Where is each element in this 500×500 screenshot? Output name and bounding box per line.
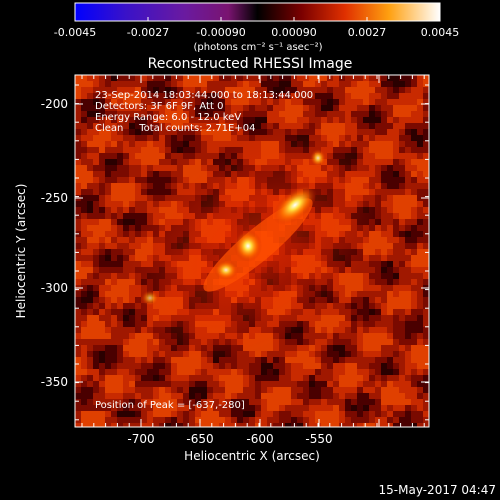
peak-source xyxy=(234,230,262,262)
colorbar-tick-label: 0.0045 xyxy=(421,26,460,39)
colorbar-tick-label: 0.00090 xyxy=(271,26,317,39)
colorbar-tick-label: 0.0027 xyxy=(348,26,387,39)
x-tick-label: -650 xyxy=(186,432,213,446)
colorbar-ticks xyxy=(74,17,441,21)
y-tick-label: -200 xyxy=(41,97,68,111)
x-tick-label: -600 xyxy=(246,432,273,446)
info-time-range: 23-Sep-2014 18:03:44.000 to 18:13:44.000 xyxy=(95,90,313,101)
colorbar-tick-label: -0.0027 xyxy=(127,26,169,39)
colorbar-unit-label: (photons cm⁻² s⁻¹ asec⁻²) xyxy=(193,42,322,53)
y-tick-label: -300 xyxy=(41,281,68,295)
y-axis-label: Heliocentric Y (arcsec) xyxy=(14,184,28,319)
plot-frame xyxy=(74,74,430,428)
x-axis-label: Heliocentric X (arcsec) xyxy=(184,449,320,463)
colorbar-tick-label: -0.0045 xyxy=(54,26,96,39)
reconstructed-image xyxy=(75,75,429,427)
footer-date: 15-May-2017 04:47 xyxy=(379,483,496,497)
y-tick-label: -250 xyxy=(41,191,68,205)
x-tick-label: -700 xyxy=(127,432,154,446)
colorbar-tick-label: -0.00090 xyxy=(196,26,245,39)
plot-title: Reconstructed RHESSI Image xyxy=(148,56,353,72)
axis-ticks xyxy=(75,75,429,427)
y-tick-label: -350 xyxy=(41,375,68,389)
info-clean-counts: Clean Total counts: 2.71E+04 xyxy=(95,123,255,134)
info-energy-range: Energy Range: 6.0 - 12.0 keV xyxy=(95,112,241,123)
x-tick-label: -550 xyxy=(305,432,332,446)
colorbar xyxy=(74,2,441,22)
peak-position-label: Position of Peak = [-637,-280] xyxy=(95,400,245,411)
info-detectors: Detectors: 3F 6F 9F, Att 0 xyxy=(95,101,223,112)
